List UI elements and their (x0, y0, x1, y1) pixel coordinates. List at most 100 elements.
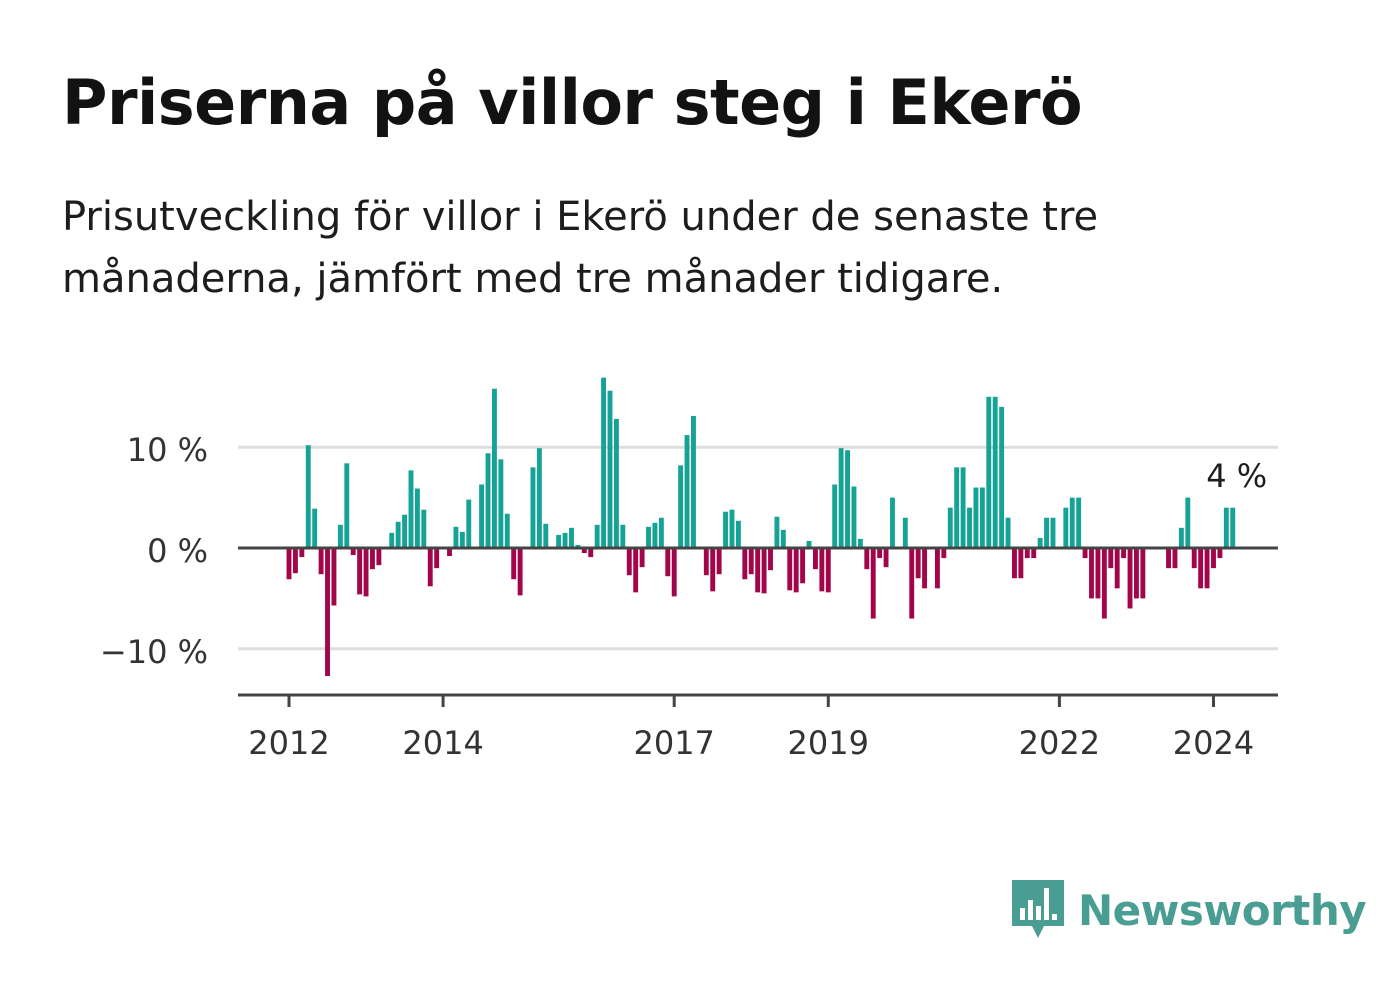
x-tick-label: 2012 (248, 724, 329, 762)
bar (992, 396, 998, 548)
bar (1140, 548, 1146, 599)
bar (511, 548, 517, 580)
bar (755, 548, 761, 593)
tick-labels: 10 % 0 % −10 % 2012 2014 2017 2019 2022 2024 4 % (100, 431, 1267, 762)
bar (575, 544, 581, 548)
bar (748, 548, 754, 575)
bar (1076, 497, 1082, 548)
bar (646, 526, 651, 548)
bar (389, 532, 395, 548)
bar (735, 520, 741, 548)
bar (421, 509, 427, 548)
bar (633, 548, 639, 593)
bar (838, 448, 844, 548)
bar (337, 524, 343, 548)
bar (402, 514, 408, 548)
y-tick-label: 0 % (147, 532, 208, 570)
bar (395, 521, 401, 548)
bar (671, 548, 677, 597)
bar (1101, 548, 1107, 619)
bar (979, 487, 985, 548)
bar (292, 548, 298, 574)
bar (857, 538, 863, 548)
bar (1069, 497, 1075, 548)
bar (530, 467, 536, 548)
bar (793, 548, 799, 593)
bar-chart: 10 % 0 % −10 % 2012 2014 2017 2019 2022 2024 4 % (100, 377, 1278, 762)
bar (331, 548, 337, 606)
bar (569, 527, 574, 548)
bar (1108, 548, 1114, 569)
brand: Newsworthy (1012, 880, 1367, 940)
x-tick-label: 2014 (402, 724, 483, 762)
bar (967, 507, 972, 548)
bar (1127, 548, 1133, 609)
bar (710, 548, 716, 592)
bar (350, 548, 356, 556)
bar (626, 548, 632, 576)
y-tick-label: 10 % (127, 431, 208, 469)
bar (299, 548, 305, 558)
bar (1204, 548, 1210, 589)
bar (934, 548, 940, 589)
chart-title: Priserna på villor steg i Ekerö (62, 66, 1083, 139)
bar (479, 484, 485, 548)
x-tick-label: 2017 (633, 724, 714, 762)
bar (536, 448, 542, 548)
x-tick-label: 2019 (788, 724, 869, 762)
bar (909, 548, 915, 619)
bar (870, 548, 876, 619)
bar (941, 548, 947, 559)
bar (1050, 517, 1056, 548)
bar (556, 534, 562, 548)
bar (723, 511, 729, 548)
bar (1005, 517, 1011, 548)
bar (864, 548, 870, 570)
bar (376, 548, 382, 566)
bar (832, 484, 838, 548)
bar (363, 548, 369, 597)
bar (581, 548, 587, 554)
bar (325, 548, 330, 677)
bar (1063, 507, 1069, 548)
x-tick-label: 2024 (1173, 724, 1254, 762)
bar (1185, 497, 1191, 548)
bar (408, 470, 414, 548)
bar (504, 513, 510, 548)
axes (238, 546, 1278, 707)
x-tick-label: 2022 (1019, 724, 1100, 762)
bar (877, 548, 883, 559)
bar (1166, 548, 1171, 569)
bar (825, 548, 831, 593)
bar (902, 517, 908, 548)
bar (447, 548, 452, 557)
bar (1223, 507, 1229, 548)
bar (466, 499, 472, 548)
bar (684, 435, 690, 548)
bar (1211, 548, 1216, 569)
bar (312, 508, 318, 548)
bar (286, 548, 292, 580)
bar (883, 548, 889, 568)
bar (1012, 548, 1017, 579)
bar-series (286, 377, 1236, 677)
bar (742, 548, 748, 580)
bar (434, 548, 440, 569)
bar (999, 406, 1005, 548)
bar (761, 548, 767, 594)
bar (414, 488, 420, 548)
bar (562, 532, 568, 548)
bar (1121, 548, 1127, 559)
bar (851, 486, 857, 548)
bar (357, 548, 363, 595)
bar (639, 548, 645, 568)
y-tick-label: −10 % (100, 633, 208, 671)
bar (1198, 548, 1204, 589)
bar (986, 396, 992, 548)
chart-subtitle: Prisutveckling för villor i Ekerö under … (62, 194, 1099, 302)
bar (812, 548, 818, 570)
bar (716, 548, 722, 575)
bar (1191, 548, 1197, 569)
bar (318, 548, 324, 575)
bar (652, 522, 658, 548)
